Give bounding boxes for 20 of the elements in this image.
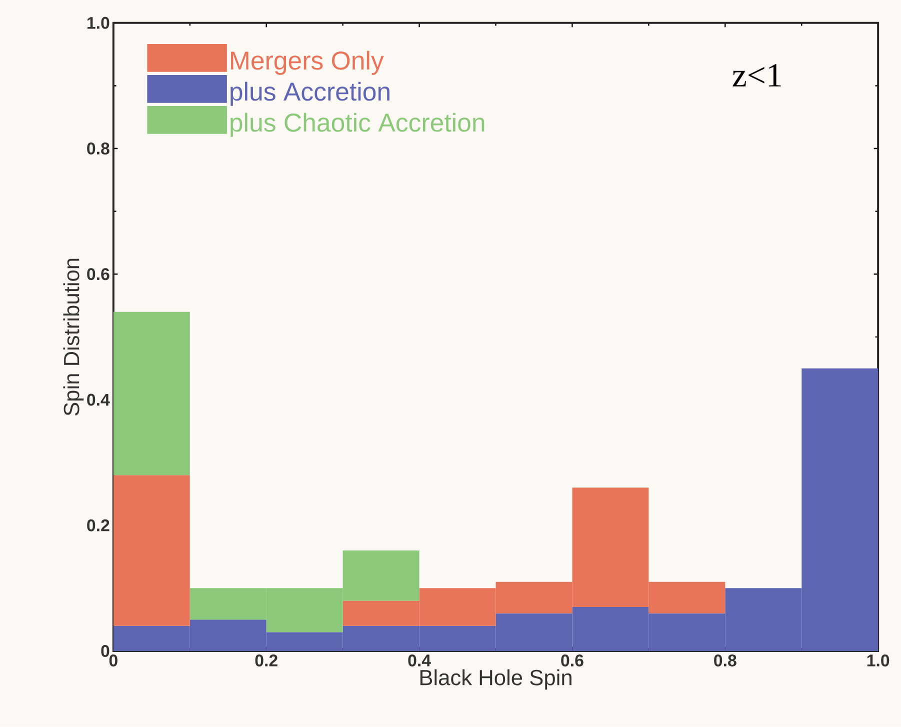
- x-tick-label: 0.6: [561, 654, 584, 667]
- y-tick-label: 0.8: [87, 142, 110, 155]
- bar: [113, 312, 190, 476]
- x-tick-label: 0: [109, 654, 118, 667]
- bar: [113, 475, 190, 626]
- x-tick-label: 1.0: [867, 654, 890, 667]
- y-tick-label: 0.6: [87, 268, 110, 280]
- x-tick-label: 0.2: [255, 654, 278, 667]
- x-axis-title: Black Hole Spin: [420, 669, 572, 690]
- legend-label: Mergers Only: [231, 50, 384, 75]
- y-tick-label: 0: [101, 645, 110, 658]
- y-axis-title: Spin Distribution: [63, 258, 84, 416]
- legend-label: plus Accretion: [230, 82, 390, 106]
- x-tick-label: 0.4: [408, 654, 431, 667]
- annotation: z<1: [732, 64, 781, 87]
- y-tick-label: 1.0: [88, 17, 110, 30]
- x-tick-label: 0.8: [714, 654, 736, 667]
- y-tick-label: 0.4: [87, 394, 110, 406]
- legend-label: plus Chaotic Accretion: [230, 112, 484, 138]
- y-tick-label: 0.2: [87, 520, 110, 532]
